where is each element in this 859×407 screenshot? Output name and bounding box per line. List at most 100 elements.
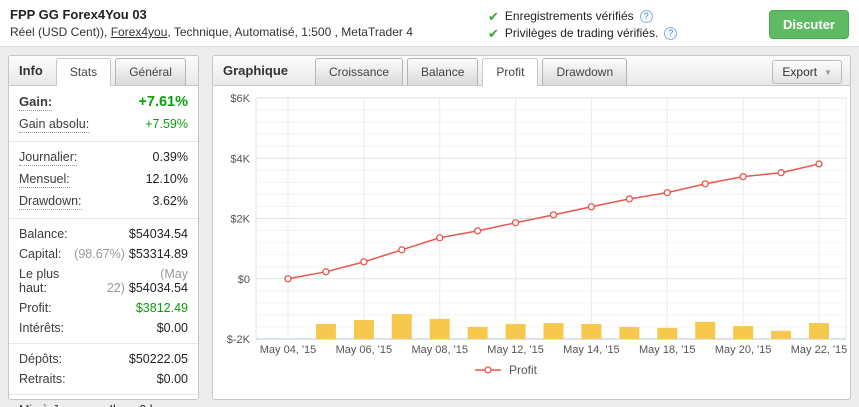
stat-label[interactable]: Gain absolu: (19, 117, 90, 133)
stat-value: 0.39% (152, 150, 188, 164)
stat-label[interactable]: Mensuel: (19, 172, 70, 188)
stat-row: Mis à Jour: Il y a 9 heures (9, 400, 198, 407)
check-icon: ✔ (488, 9, 499, 24)
profit-point[interactable] (549, 211, 558, 219)
check-icon: ✔ (488, 26, 499, 41)
svg-text:$0: $0 (238, 274, 250, 286)
svg-text:$2K: $2K (230, 214, 250, 226)
stat-value: 12.10% (145, 172, 188, 186)
stat-label[interactable]: Drawdown: (19, 194, 82, 210)
stat-value: $0.00 (156, 372, 188, 386)
stat-value: Il y a 9 heures (109, 403, 188, 407)
tab-g-n-ral[interactable]: Général (115, 58, 186, 85)
divider (9, 343, 198, 344)
stat-row: Drawdown: 3.62% (9, 191, 198, 213)
tab-profit[interactable]: Profit (482, 58, 539, 86)
broker-link[interactable]: Forex4you (110, 25, 168, 39)
profit-point[interactable] (625, 195, 634, 203)
verification-block: ✔ Enregistrements vérifiés ? ✔ Privilège… (488, 7, 769, 42)
volume-bars (315, 313, 829, 339)
content: Info Stats Général Gain: +7.61% Gain absolu… (0, 47, 859, 407)
export-button[interactable]: Export ▼ (772, 60, 842, 84)
profit-point[interactable] (815, 160, 823, 168)
chart-grid (255, 97, 847, 340)
volume-bar[interactable] (391, 313, 412, 339)
help-icon[interactable]: ? (664, 27, 678, 40)
volume-bar[interactable] (619, 326, 640, 339)
stat-value: 3.62% (152, 194, 188, 208)
legend-marker-icon (484, 366, 492, 374)
stat-label: Dépôts: (19, 352, 63, 366)
volume-bar[interactable] (429, 318, 450, 339)
tab-drawdown[interactable]: Drawdown (542, 58, 628, 85)
volume-bar[interactable] (543, 323, 564, 339)
svg-text:$-2K: $-2K (227, 334, 251, 346)
profit-line-series[interactable] (284, 160, 823, 283)
volume-bar[interactable] (505, 323, 526, 339)
svg-text:May 08, '15: May 08, '15 (411, 344, 468, 356)
stat-row: Capital: (98.67%) $53314.89 (9, 244, 198, 264)
profit-point[interactable] (511, 219, 520, 227)
account-title: FPP GG Forex4You 03 (10, 7, 147, 22)
x-axis-labels: May 04, '15 May 06, '15 May 08, '15 May 12,… (260, 344, 848, 356)
profit-point[interactable] (398, 246, 406, 254)
profit-point[interactable] (322, 268, 330, 276)
profit-point[interactable] (701, 180, 709, 188)
stat-row: Dépôts: $50222.05 (9, 349, 198, 369)
volume-bar[interactable] (581, 323, 602, 339)
profit-point[interactable] (436, 234, 444, 242)
tab-balance[interactable]: Balance (407, 58, 479, 85)
stat-label: Intérêts: (19, 321, 65, 335)
svg-text:May 12, '15: May 12, '15 (487, 344, 544, 356)
svg-text:May 14, '15: May 14, '15 (563, 344, 620, 356)
discuss-button[interactable]: Discuter (768, 10, 849, 39)
account-header: FPP GG Forex4You 03 Réel (USD Cent)), Fo… (0, 0, 859, 47)
volume-bar[interactable] (315, 323, 336, 339)
profit-point[interactable] (739, 172, 747, 181)
help-icon[interactable]: ? (639, 10, 653, 23)
tab-stats[interactable]: Stats (55, 58, 112, 86)
stat-value: (May 22) $54034.54 (106, 267, 188, 295)
volume-bar[interactable] (695, 321, 716, 339)
chevron-down-icon: ▼ (824, 67, 832, 77)
profit-point[interactable] (663, 188, 671, 197)
svg-text:$4K: $4K (230, 153, 250, 165)
stat-label: Retraits: (19, 372, 66, 386)
account-subtitle-prefix: Réel (USD Cent)), (10, 25, 111, 39)
info-panel: Info Stats Général Gain: +7.61% Gain absolu… (8, 55, 199, 407)
stat-row: Journalier: 0.39% (9, 147, 198, 169)
profit-point[interactable] (777, 169, 785, 177)
volume-bar[interactable] (809, 323, 829, 339)
stat-row: Balance: $54034.54 (9, 224, 198, 244)
divider (9, 218, 198, 219)
volume-bar[interactable] (733, 326, 754, 339)
profit-point[interactable] (284, 275, 292, 283)
stat-label: Le plus haut: (19, 267, 60, 295)
volume-bar[interactable] (353, 320, 374, 339)
stat-row: Le plus haut: (May 22) $54034.54 (9, 264, 198, 298)
profit-point[interactable] (360, 258, 368, 266)
stat-label: Mis à Jour: (19, 403, 80, 407)
profit-point[interactable] (473, 227, 482, 235)
verification-row-records: ✔ Enregistrements vérifiés ? (488, 8, 769, 25)
volume-bar[interactable] (771, 330, 792, 339)
chart-legend[interactable]: Profit (475, 363, 538, 377)
tab-croissance[interactable]: Croissance (315, 58, 404, 85)
stat-row: Profit: $3812.49 (9, 298, 198, 318)
stat-row: Retraits: $0.00 (9, 369, 198, 389)
stat-label[interactable]: Gain: (19, 94, 53, 111)
volume-bar[interactable] (657, 327, 678, 339)
chart-area: $-2K $0 $2K $4K $6K May 04, '15 May 06, '15 May… (213, 86, 850, 399)
stats-list: Gain: +7.61% Gain absolu: +7.59% Journalier:… (9, 86, 198, 407)
chart-panel: Graphique Croissance Balance Profit Drawdow… (212, 55, 851, 400)
stat-value: $3812.49 (135, 301, 188, 315)
stat-value-prefix: (May 22) (106, 267, 188, 295)
svg-text:May 04, '15: May 04, '15 (260, 344, 317, 356)
volume-bar[interactable] (467, 326, 488, 339)
profit-point[interactable] (587, 203, 596, 211)
info-tabs: Stats Général (55, 58, 190, 86)
stat-value: +7.59% (145, 117, 188, 131)
stat-label[interactable]: Journalier: (19, 150, 78, 166)
verification-row-privileges: ✔ Privilèges de trading vérifiés. ? (488, 25, 769, 42)
